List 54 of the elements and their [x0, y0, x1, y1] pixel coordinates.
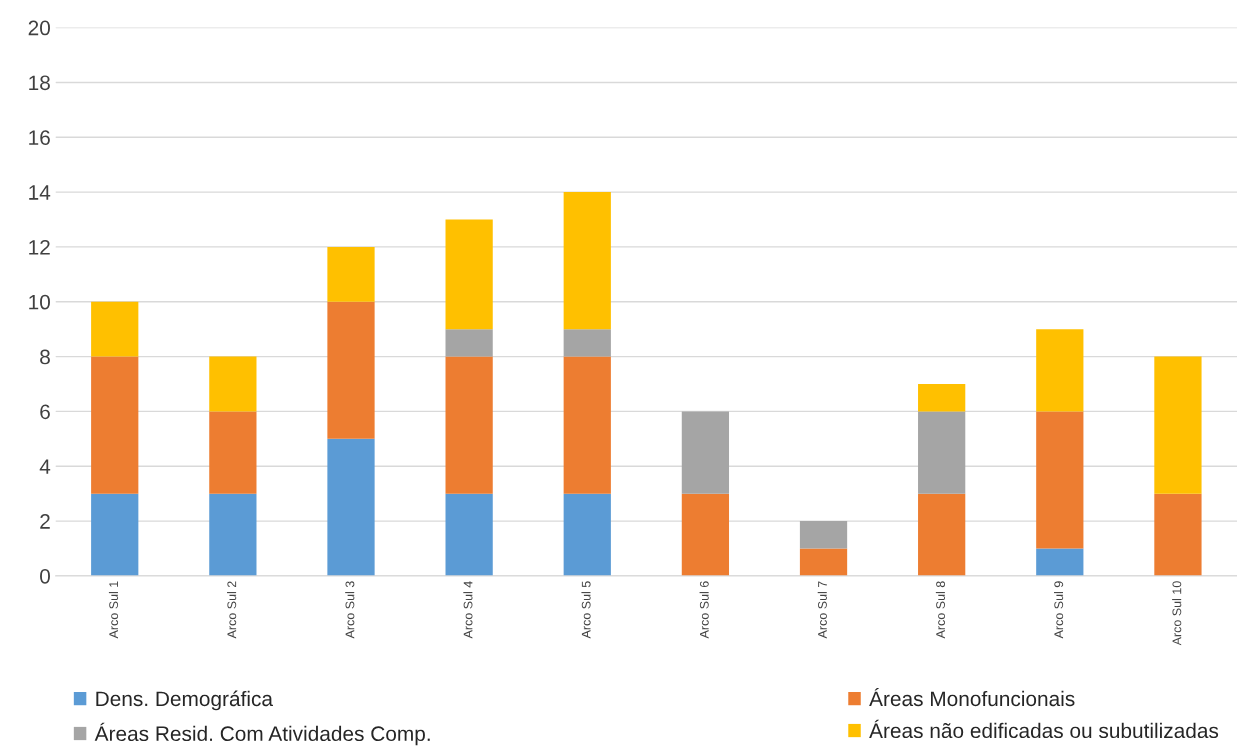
legend-label: Áreas Resid. Com Atividades Comp. [94, 722, 430, 746]
bar [209, 356, 257, 412]
bar [918, 493, 966, 576]
bar [1036, 329, 1084, 412]
bar [91, 493, 139, 576]
y-tick-label: 4 [39, 459, 51, 474]
y-tick-label: 2 [40, 514, 50, 529]
bar [445, 219, 493, 330]
x-tick-label: Arco Sul 5 [581, 581, 591, 639]
bar [681, 493, 730, 576]
y-tick-label: 14 [29, 185, 51, 200]
y-tick-label: 6 [40, 404, 50, 420]
x-tick-label: Arco Sul 2 [227, 581, 237, 639]
bar [563, 329, 611, 357]
bar [327, 438, 375, 576]
bar [445, 356, 493, 494]
x-tick-label: Arco Sul 10 [1172, 581, 1182, 646]
bar [327, 301, 375, 439]
legend-label: Áreas não edificadas ou subutilizadas [869, 719, 1219, 739]
x-tick-label: Arco Sul 7 [817, 581, 827, 639]
bar [563, 356, 611, 494]
legend-label: Dens. Demográfica [96, 690, 273, 711]
x-tick-label: Arco Sul 9 [1053, 581, 1064, 639]
bar [445, 329, 493, 357]
bar [1154, 356, 1202, 494]
bar [681, 411, 730, 494]
bar [209, 411, 257, 494]
bar [799, 548, 848, 576]
bar [563, 493, 611, 576]
bar [563, 192, 611, 330]
legend-label: Áreas Monofuncionais [869, 687, 1075, 707]
bar [1036, 411, 1084, 549]
bar [918, 384, 966, 412]
bar [91, 301, 139, 357]
bar [1036, 548, 1084, 576]
y-tick-label: 8 [40, 349, 50, 365]
x-tick-label: Arco Sul 3 [345, 581, 355, 639]
bar [918, 411, 966, 494]
y-tick-label: 20 [28, 20, 50, 36]
x-tick-label: Arco Sul 1 [108, 581, 119, 639]
bar [799, 521, 848, 549]
x-tick-label: Arco Sul 6 [699, 581, 709, 639]
x-tick-label: Arco Sul 4 [463, 581, 473, 639]
y-tick-label: 18 [29, 75, 50, 91]
y-tick-label: 16 [29, 130, 50, 146]
bar [209, 493, 257, 576]
y-tick-label: 0 [40, 568, 50, 584]
y-tick-label: 12 [29, 239, 50, 255]
bar [445, 493, 493, 576]
bar [327, 246, 375, 302]
bar [1154, 493, 1202, 576]
y-tick-label: 10 [29, 294, 50, 310]
bar [91, 356, 139, 494]
x-tick-label: Arco Sul 8 [935, 581, 946, 639]
